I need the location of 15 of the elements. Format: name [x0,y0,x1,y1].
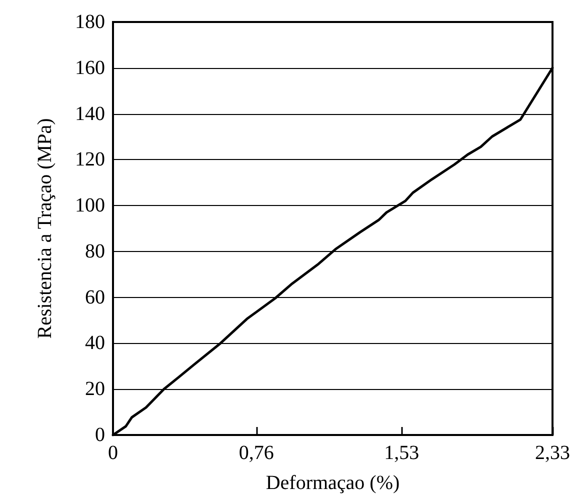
y-tick-label: 100 [75,194,105,217]
y-tick-label: 60 [85,286,105,308]
y-axis-title: Resistencia a Traçao (MPa) [34,118,56,339]
x-tick-label: 2,33 [535,442,570,464]
y-tick-label: 180 [75,11,105,33]
y-tick-label: 20 [85,378,105,400]
x-tick-label: 1,53 [384,442,420,464]
y-tick-label: 40 [85,332,105,354]
y-tick-label: 140 [75,102,105,125]
x-tick-label: 0,76 [238,442,274,464]
y-tick-label: 120 [75,148,105,171]
y-tick-label: 80 [85,240,105,262]
x-axis-title: Deformaçao (%) [266,472,400,494]
y-tick-label: 0 [95,424,105,446]
y-tick-label: 160 [75,56,105,79]
